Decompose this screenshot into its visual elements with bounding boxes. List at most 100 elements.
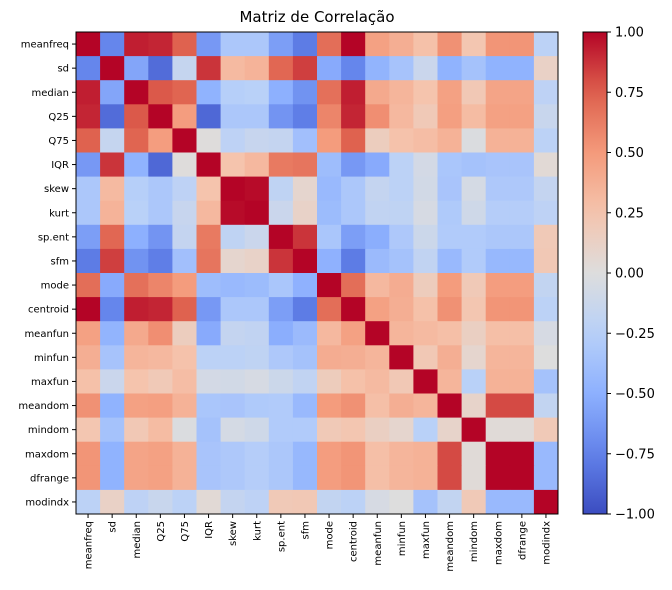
- heatmap-cell-kurt-centroid: [341, 200, 366, 226]
- heatmap-cell-meanfun-median: [124, 321, 149, 346]
- heatmap-cell-IQR-mode: [317, 152, 342, 177]
- heatmap-cell-kurt-minfun: [389, 200, 414, 226]
- heatmap-cell-mode-maxfun: [413, 273, 438, 298]
- heatmap-cell-modindx-mode: [317, 489, 342, 515]
- heatmap-cell-meandom-modindx: [533, 393, 559, 418]
- y-tick-label-skew: skew: [44, 184, 69, 195]
- x-tick-label-modindx: modindx: [541, 521, 552, 565]
- y-tick-label-centroid: centroid: [28, 305, 69, 316]
- heatmap-cell-mindom-kurt: [244, 417, 270, 443]
- heatmap-cell-mindom-sfm: [292, 417, 318, 443]
- heatmap-cell-mode-Q25: [148, 273, 173, 298]
- y-tick-label-mindom: mindom: [28, 425, 69, 436]
- heatmap-cell-centroid-Q25: [148, 297, 173, 322]
- heatmap-cell-mindom-mode: [317, 417, 342, 443]
- heatmap-cell-sp.ent-meandom: [437, 224, 462, 250]
- heatmap-cell-Q75-meanfun: [365, 128, 390, 153]
- heatmap-cell-centroid-skew: [220, 297, 246, 322]
- heatmap-cell-Q25-median: [124, 104, 149, 129]
- x-tick-label-median: median: [132, 521, 143, 559]
- heatmap-cell-mindom-centroid: [341, 417, 366, 443]
- heatmap-cell-meanfun-mode: [317, 321, 342, 346]
- heatmap-cell-kurt-sp.ent: [268, 200, 294, 226]
- heatmap-cell-kurt-median: [124, 200, 149, 226]
- heatmap-cell-meanfreq-sp.ent: [268, 32, 294, 57]
- heatmap-cell-sd-meanfun: [365, 56, 390, 81]
- heatmap-cell-median-Q75: [172, 80, 197, 105]
- heatmap-cell-IQR-kurt: [244, 152, 270, 177]
- heatmap-cell-IQR-IQR: [196, 152, 221, 177]
- heatmap-cell-sfm-sd: [100, 248, 125, 274]
- heatmap-cell-median-mode: [317, 80, 342, 105]
- y-tick-label-modindx: modindx: [25, 497, 69, 508]
- heatmap-cell-dfrange-minfun: [389, 465, 414, 491]
- heatmap-cell-Q25-sp.ent: [268, 104, 294, 129]
- heatmap-cell-sd-kurt: [244, 56, 270, 81]
- heatmap-cell-mode-meandom: [437, 273, 462, 298]
- heatmap-cell-centroid-mindom: [461, 297, 487, 322]
- x-tick-label-maxfun: maxfun: [421, 521, 432, 559]
- heatmap-cell-meanfreq-kurt: [244, 32, 270, 57]
- heatmap-cell-minfun-Q25: [148, 345, 173, 370]
- heatmap-cell-sd-meanfreq: [76, 56, 101, 81]
- heatmap-cell-Q25-mindom: [461, 104, 487, 129]
- heatmap-cell-maxfun-dfrange: [509, 369, 535, 394]
- heatmap-cell-minfun-meanfreq: [76, 345, 101, 370]
- heatmap-cell-minfun-minfun: [389, 345, 414, 370]
- heatmap-cell-maxfun-sfm: [292, 369, 318, 394]
- heatmap-cell-mindom-skew: [220, 417, 246, 443]
- heatmap-cell-meandom-sp.ent: [268, 393, 294, 418]
- heatmap-cell-IQR-mindom: [461, 152, 487, 177]
- heatmap-cell-maxfun-centroid: [341, 369, 366, 394]
- heatmap-cell-skew-minfun: [389, 176, 414, 202]
- heatmap-cell-sd-Q75: [172, 56, 197, 81]
- heatmap-cell-centroid-maxfun: [413, 297, 438, 322]
- heatmap-cell-minfun-mode: [317, 345, 342, 370]
- y-tick-label-meanfreq: meanfreq: [21, 40, 69, 51]
- heatmap-cell-mode-centroid: [341, 273, 366, 298]
- heatmap-cell-maxdom-sfm: [292, 441, 318, 467]
- heatmap-cell-kurt-maxdom: [485, 200, 511, 226]
- heatmap-cell-meanfreq-centroid: [341, 32, 366, 57]
- heatmap-cell-sd-sp.ent: [268, 56, 294, 81]
- heatmap-cell-sp.ent-modindx: [533, 224, 559, 250]
- y-tick-label-sd: sd: [57, 64, 69, 75]
- heatmap-cell-sd-modindx: [533, 56, 559, 81]
- heatmap-cell-sp.ent-minfun: [389, 224, 414, 250]
- heatmap-cell-centroid-median: [124, 297, 149, 322]
- heatmap-cell-meanfreq-skew: [220, 32, 246, 57]
- heatmap-cell-kurt-Q75: [172, 200, 197, 226]
- heatmap-cell-Q75-maxfun: [413, 128, 438, 153]
- heatmap-cell-meanfreq-Q25: [148, 32, 173, 57]
- heatmap-cell-modindx-maxdom: [485, 489, 511, 515]
- heatmap-cell-sfm-sfm: [292, 248, 318, 274]
- heatmap-cell-kurt-dfrange: [509, 200, 535, 226]
- heatmap-cell-maxdom-sp.ent: [268, 441, 294, 467]
- heatmap-cell-dfrange-Q25: [148, 465, 173, 491]
- heatmap-cell-modindx-Q25: [148, 489, 173, 515]
- heatmap-cell-dfrange-IQR: [196, 465, 221, 491]
- heatmap-cell-sfm-minfun: [389, 248, 414, 274]
- heatmap-cell-kurt-meanfreq: [76, 200, 101, 226]
- heatmap-cell-Q25-maxfun: [413, 104, 438, 129]
- heatmap-cell-minfun-IQR: [196, 345, 221, 370]
- heatmap-cell-skew-maxfun: [413, 176, 438, 202]
- heatmap-cell-meandom-sd: [100, 393, 125, 418]
- heatmap-cell-Q25-kurt: [244, 104, 270, 129]
- heatmap-cell-mindom-median: [124, 417, 149, 443]
- heatmap-cell-IQR-centroid: [341, 152, 366, 177]
- x-tick-label-skew: skew: [228, 521, 239, 546]
- heatmap-cell-IQR-skew: [220, 152, 246, 177]
- heatmap-cell-modindx-sp.ent: [268, 489, 294, 515]
- heatmap-cell-sd-Q25: [148, 56, 173, 81]
- heatmap-cell-Q75-dfrange: [509, 128, 535, 153]
- heatmap-cell-minfun-maxdom: [485, 345, 511, 370]
- heatmap-cell-IQR-sp.ent: [268, 152, 294, 177]
- colorbar-tick-label: 0.75: [615, 86, 644, 101]
- heatmap-cell-IQR-sd: [100, 152, 125, 177]
- heatmap-cell-meanfreq-modindx: [533, 32, 559, 57]
- heatmap-cell-maxfun-meanfun: [365, 369, 390, 394]
- heatmap-cell-minfun-maxfun: [413, 345, 438, 370]
- heatmap-cell-maxdom-dfrange: [509, 441, 535, 467]
- heatmap-cell-sd-sd: [100, 56, 125, 81]
